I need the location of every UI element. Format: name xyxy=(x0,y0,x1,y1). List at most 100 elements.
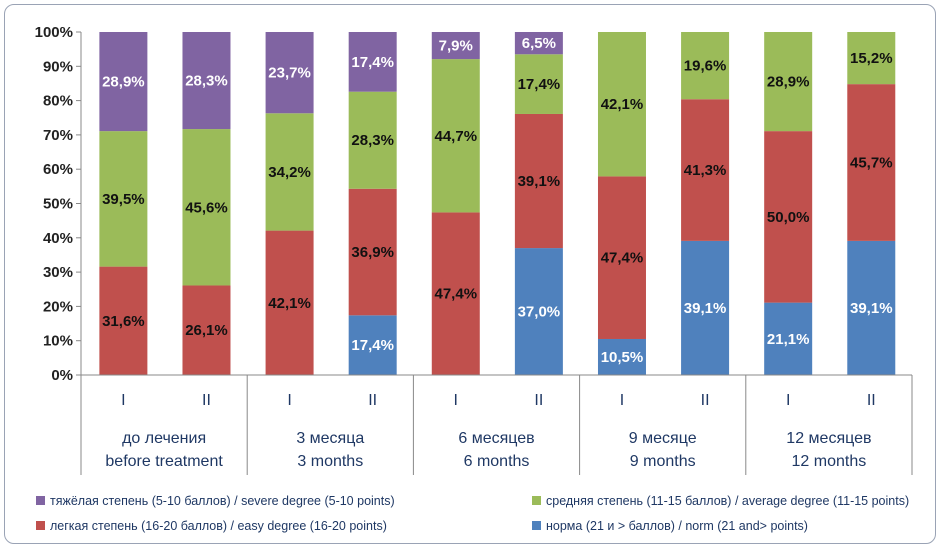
data-label: 15,2% xyxy=(850,50,893,67)
bar-segment xyxy=(681,99,730,241)
group-label-ru: 12 месяцев xyxy=(786,430,871,447)
legend-swatch xyxy=(532,521,541,530)
legend-swatch xyxy=(532,496,541,505)
y-tick-label: 10% xyxy=(43,333,73,350)
bar-segment xyxy=(847,32,896,85)
sub-category-label: II xyxy=(534,392,543,409)
bar-segment xyxy=(431,32,480,60)
data-label: 41,3% xyxy=(684,162,727,179)
data-label: 37,0% xyxy=(518,304,561,321)
bar-segment xyxy=(597,176,646,339)
bar-segment xyxy=(182,129,231,286)
y-tick-label: 50% xyxy=(43,196,73,213)
data-label: 34,2% xyxy=(268,164,311,181)
group-label-ru: до лечения xyxy=(122,430,206,447)
bars xyxy=(99,32,896,375)
data-label: 47,4% xyxy=(435,286,478,303)
bar-segment xyxy=(847,240,896,375)
data-label: 28,9% xyxy=(767,74,810,91)
group-label-en: 3 months xyxy=(297,453,363,470)
bar-segment xyxy=(348,32,397,92)
bar-labels: 31,6% 39,5% 28,9% 26,1% 45,6% 28,3% 42,1% 34,2%… xyxy=(102,35,892,366)
data-label: 42,1% xyxy=(601,96,644,113)
data-label: 17,4% xyxy=(351,337,394,354)
y-tick-label: 40% xyxy=(43,230,73,247)
group-label-ru: 6 месяцев xyxy=(458,430,534,447)
data-label: 50,0% xyxy=(767,209,810,226)
bar-segment xyxy=(597,32,646,177)
bar-segment xyxy=(514,113,563,249)
legend-label: норма (21 и > баллов) / norm (21 and> po… xyxy=(546,519,808,533)
data-label: 28,9% xyxy=(102,74,145,91)
legend-label: легкая степень (16-20 баллов) / easy deg… xyxy=(50,519,387,533)
data-label: 31,6% xyxy=(102,313,145,330)
y-tick-label: 100% xyxy=(35,24,73,41)
sub-category-label: II xyxy=(867,392,876,409)
y-tick-label: 20% xyxy=(43,298,73,315)
bar-segment xyxy=(182,285,231,375)
group-label-en: 6 months xyxy=(464,453,530,470)
data-label: 17,4% xyxy=(351,54,394,71)
y-tick-label: 80% xyxy=(43,93,73,110)
sub-category-label: II xyxy=(368,392,377,409)
data-label: 45,7% xyxy=(850,155,893,172)
bar-segment xyxy=(99,266,148,375)
data-label: 23,7% xyxy=(268,65,311,82)
bar-segment xyxy=(99,32,148,132)
data-label: 45,6% xyxy=(185,199,228,216)
data-label: 39,1% xyxy=(850,300,893,317)
data-label: 42,1% xyxy=(268,295,311,312)
bar-segment xyxy=(182,32,231,130)
y-tick-label: 30% xyxy=(43,264,73,281)
bar-segment xyxy=(764,302,813,375)
bar-segment xyxy=(514,248,563,375)
data-label: 28,3% xyxy=(351,132,394,149)
bar-segment xyxy=(265,113,314,231)
sub-category-label: I xyxy=(454,392,458,409)
bar-segment xyxy=(514,54,563,114)
data-label: 28,3% xyxy=(185,73,228,90)
y-tick-label: 70% xyxy=(43,127,73,144)
data-label: 39,1% xyxy=(518,173,561,190)
sub-category-label: I xyxy=(786,392,790,409)
bar-segment xyxy=(265,32,314,114)
bar-segment xyxy=(348,315,397,375)
bar-segment xyxy=(431,59,480,213)
data-label: 21,1% xyxy=(767,331,810,348)
data-label: 39,1% xyxy=(684,300,727,317)
data-label: 10,5% xyxy=(601,349,644,366)
bar-segment xyxy=(681,240,730,375)
group-label-en: 9 months xyxy=(630,453,696,470)
data-label: 6,5% xyxy=(522,35,556,52)
sub-category-label: I xyxy=(121,392,125,409)
legend-swatch xyxy=(36,521,45,530)
bar-segment xyxy=(99,131,148,267)
group-label-ru: 3 месяца xyxy=(296,430,364,447)
sub-category-label: II xyxy=(202,392,211,409)
bar-segment xyxy=(764,131,813,303)
bar-segment xyxy=(348,91,397,189)
data-label: 39,5% xyxy=(102,191,145,208)
data-label: 36,9% xyxy=(351,244,394,261)
sub-category-label: II xyxy=(701,392,710,409)
bar-segment xyxy=(348,188,397,316)
legend: тяжёлая степень (5-10 баллов) / severe d… xyxy=(36,494,909,533)
bar-segment xyxy=(847,84,896,241)
data-label: 26,1% xyxy=(185,322,228,339)
y-tick-label: 0% xyxy=(51,367,73,384)
y-tick-label: 90% xyxy=(43,58,73,75)
legend-label: тяжёлая степень (5-10 баллов) / severe d… xyxy=(50,494,395,508)
data-label: 7,9% xyxy=(439,38,473,55)
data-label: 19,6% xyxy=(684,58,727,75)
sub-category-label: I xyxy=(620,392,624,409)
data-label: 17,4% xyxy=(518,76,561,93)
bar-segment xyxy=(265,230,314,375)
bar-segment xyxy=(764,32,813,132)
bar-segment xyxy=(597,338,646,375)
group-label-en: before treatment xyxy=(105,453,223,470)
legend-swatch xyxy=(36,496,45,505)
sub-category-label: I xyxy=(287,392,291,409)
group-label-en: 12 months xyxy=(792,453,867,470)
